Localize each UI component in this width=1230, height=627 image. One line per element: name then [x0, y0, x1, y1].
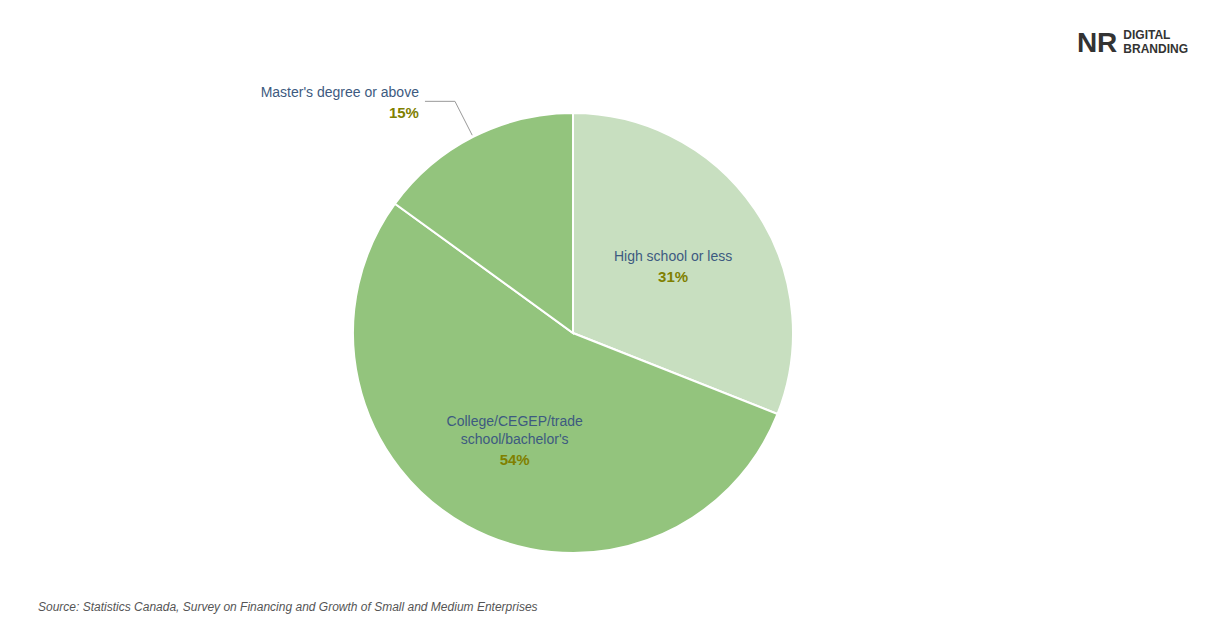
html-text:DIGITAL BRANDING: DIGITAL BRANDING	[1123, 28, 1188, 56]
html-text:NR: NR	[1076, 27, 1118, 58]
svg-text:College/CEGEP/tradeschool/bach: College/CEGEP/tradeschool/bachelor's54%	[447, 413, 583, 468]
svg-text:High school or less31%: High school or less31%	[614, 248, 732, 285]
svg-text:Master's degree or above15%: Master's degree or above15%	[261, 84, 420, 121]
html-text:Source: Statistics Canada, Sur: Source: Statistics Canada, Survey on Fin…	[38, 600, 538, 614]
